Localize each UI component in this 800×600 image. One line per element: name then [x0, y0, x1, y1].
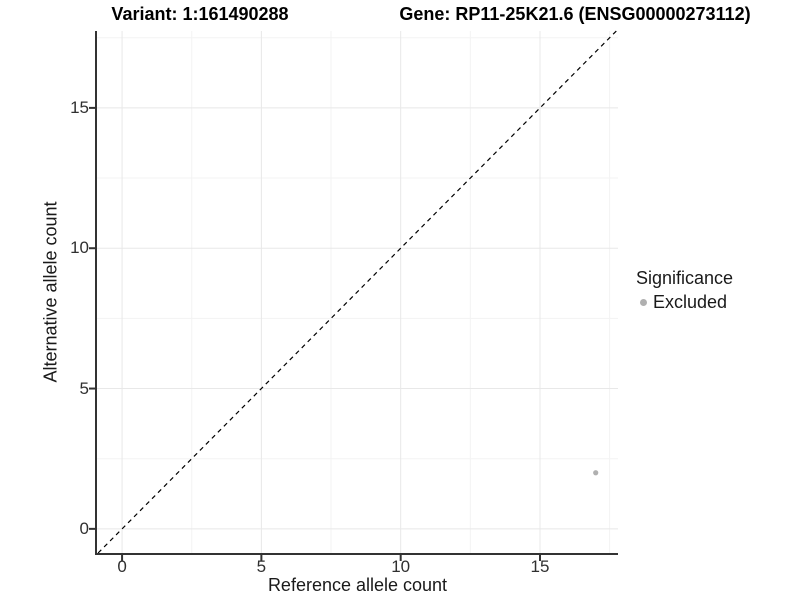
- y-tick-label: 10: [70, 238, 89, 258]
- legend-title: Significance: [636, 268, 734, 288]
- y-tick-label: 5: [79, 378, 89, 398]
- legend-point-icon: [640, 299, 647, 306]
- legend: Significance Excluded: [636, 268, 733, 313]
- x-tick-label: 5: [256, 557, 267, 576]
- variant-title: Variant: 1:161490288: [111, 4, 289, 24]
- legend-item-excluded: Excluded: [636, 292, 733, 313]
- x-tick-label: 15: [530, 557, 550, 576]
- y-tick-label: 0: [79, 518, 89, 538]
- x-tick-label: 10: [391, 557, 411, 576]
- x-axis-title: Reference allele count: [267, 575, 448, 595]
- x-tick-label: 0: [117, 557, 127, 576]
- gene-title: Gene: RP11-25K21.6 (ENSG00000273112): [399, 4, 751, 24]
- legend-item-label: Excluded: [653, 292, 728, 312]
- data-point: [593, 470, 599, 476]
- y-axis-title: Alternative allele count: [40, 201, 61, 383]
- y-tick-label: 15: [70, 97, 89, 117]
- identity-dashed-line: [97, 30, 617, 554]
